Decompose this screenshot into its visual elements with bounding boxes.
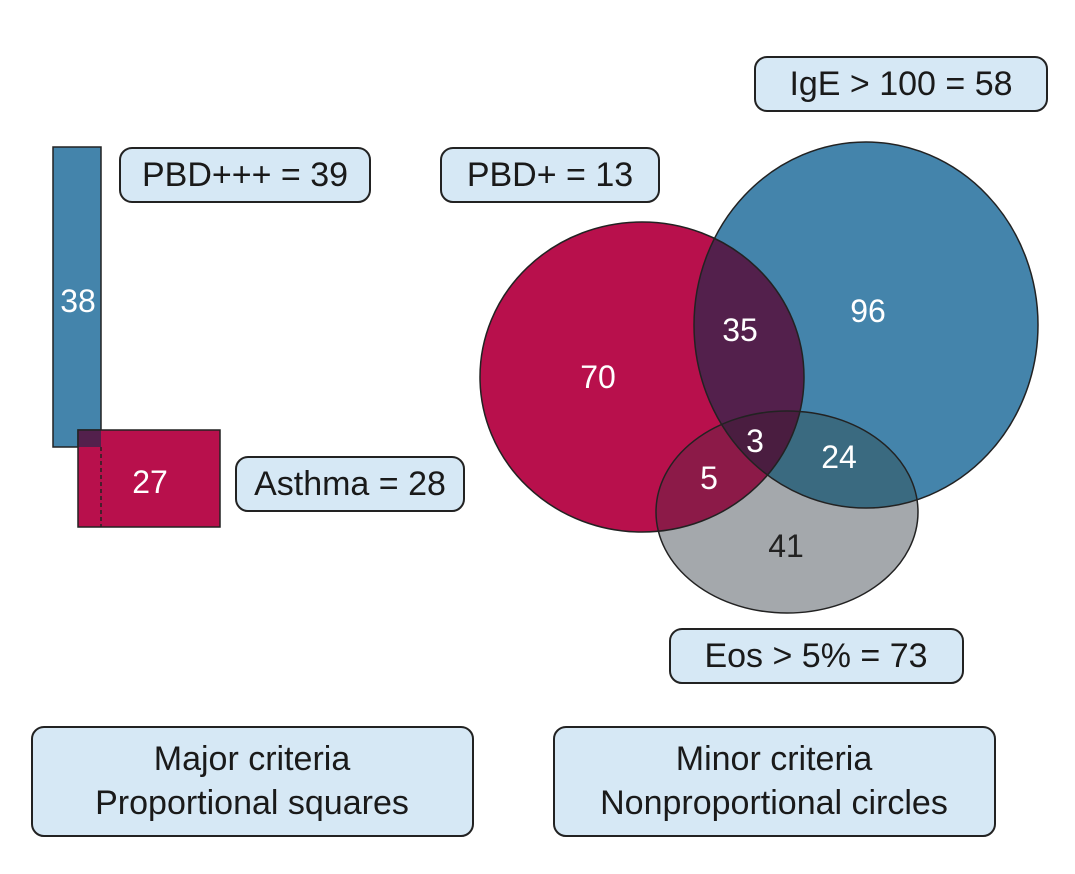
asthma-major-label: Asthma = 28: [254, 465, 446, 503]
minor-caption-line1: Minor criteria: [676, 740, 873, 778]
pbd-plus-tag: PBD+ = 13: [440, 147, 660, 203]
asthma-major-tag: Asthma = 28: [235, 456, 465, 512]
region-pbd-eos: 5: [700, 460, 718, 496]
pbd-major-label: PBD+++ = 39: [142, 156, 348, 194]
region-ige-eos: 24: [821, 439, 857, 475]
major-criteria-squares: 38 27: [52, 146, 221, 528]
eos-label: Eos > 5% = 73: [704, 637, 927, 675]
pbd-major-bar: [52, 146, 102, 448]
eos-tag: Eos > 5% = 73: [669, 628, 964, 684]
region-pbd-only: 70: [580, 359, 616, 395]
pbd-major-bar-value: 38: [60, 283, 96, 319]
major-criteria-caption: Major criteria Proportional squares: [31, 726, 474, 837]
ige-tag: IgE > 100 = 58: [754, 56, 1048, 112]
region-eos-only: 41: [768, 528, 804, 564]
region-all-three: 3: [746, 423, 764, 459]
major-caption-line1: Major criteria: [154, 740, 351, 778]
ige-label: IgE > 100 = 58: [789, 65, 1012, 103]
asthma-major-square-value: 27: [132, 464, 168, 500]
major-caption-line2: Proportional squares: [95, 784, 409, 822]
major-overlap-square: [77, 429, 101, 447]
pbd-major-tag: PBD+++ = 39: [119, 147, 371, 203]
region-pbd-ige: 35: [722, 312, 758, 348]
minor-criteria-caption: Minor criteria Nonproportional circles: [553, 726, 996, 837]
pbd-plus-label: PBD+ = 13: [467, 156, 633, 194]
minor-criteria-circles: 70 96 35 3 5 24 41: [479, 141, 1039, 614]
minor-caption-line2: Nonproportional circles: [600, 784, 948, 822]
region-ige-only: 96: [850, 293, 886, 329]
